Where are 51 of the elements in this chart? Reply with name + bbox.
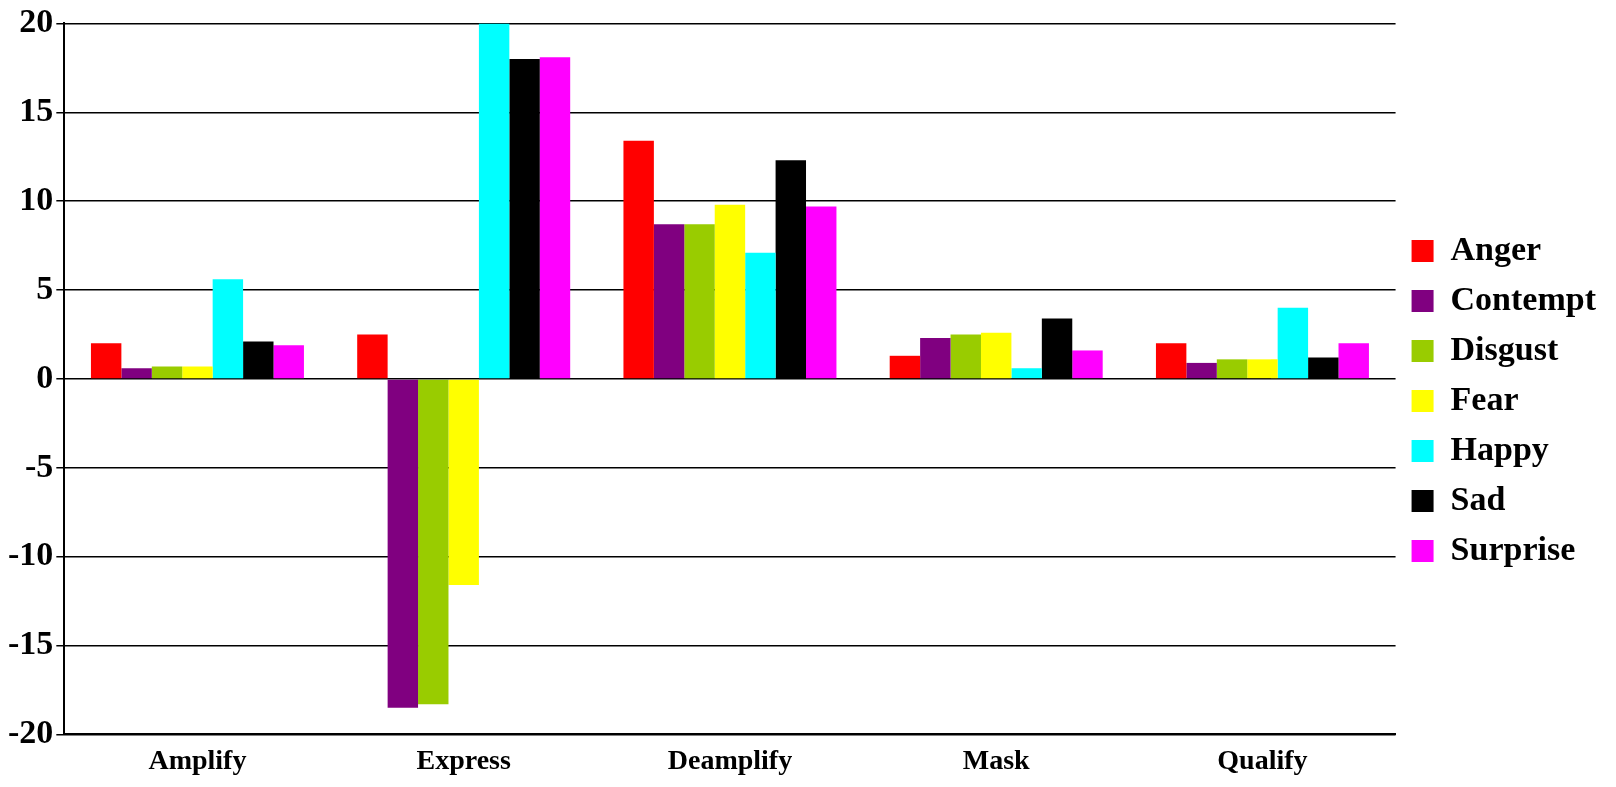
x-tick-label: Mask bbox=[962, 744, 1031, 776]
x-tick-label: Express bbox=[416, 744, 511, 776]
legend-label: Happy bbox=[1450, 429, 1549, 467]
bar bbox=[121, 368, 152, 379]
bar bbox=[90, 343, 122, 379]
bar bbox=[745, 252, 776, 379]
y-tick-label: -10 bbox=[7, 535, 54, 573]
x-tick-label: Qualify bbox=[1217, 744, 1308, 776]
bar bbox=[1011, 368, 1042, 379]
bar bbox=[714, 204, 746, 379]
bar bbox=[151, 366, 183, 379]
legend-label: Fear bbox=[1450, 379, 1519, 417]
y-tick-label: 20 bbox=[19, 2, 54, 40]
bar bbox=[806, 206, 837, 379]
y-tick-label: -5 bbox=[24, 446, 54, 484]
bar bbox=[653, 224, 685, 379]
bar bbox=[980, 332, 1012, 379]
bar bbox=[448, 379, 479, 586]
bar bbox=[182, 366, 213, 379]
bar bbox=[1338, 343, 1369, 379]
bar bbox=[357, 334, 388, 379]
y-tick-label: -15 bbox=[7, 624, 54, 662]
bar bbox=[387, 379, 419, 708]
bar bbox=[623, 140, 654, 379]
bar bbox=[1186, 362, 1217, 379]
bar bbox=[273, 345, 304, 379]
y-tick-label: 15 bbox=[19, 91, 54, 129]
legend-label: Contempt bbox=[1450, 279, 1597, 317]
bar bbox=[418, 379, 449, 705]
bar bbox=[920, 338, 951, 379]
bar bbox=[1216, 359, 1248, 379]
x-tick-label: Deamplify bbox=[667, 744, 793, 776]
y-tick-label: -20 bbox=[7, 713, 54, 751]
y-tick-label: 5 bbox=[36, 268, 54, 306]
bar bbox=[478, 23, 510, 379]
bar bbox=[950, 334, 981, 379]
y-tick-label: 10 bbox=[19, 179, 54, 217]
bar bbox=[1277, 307, 1309, 379]
legend-label: Sad bbox=[1450, 479, 1506, 517]
legend-label: Disgust bbox=[1450, 329, 1559, 367]
bar bbox=[539, 57, 571, 379]
x-tick-label: Amplify bbox=[148, 744, 247, 776]
legend-label: Surprise bbox=[1450, 529, 1576, 567]
y-tick-label: 0 bbox=[36, 357, 54, 395]
bar bbox=[212, 279, 244, 379]
bar bbox=[1155, 343, 1187, 379]
bar bbox=[1072, 350, 1103, 379]
bar bbox=[889, 355, 921, 379]
legend-label: Anger bbox=[1450, 229, 1542, 267]
bar bbox=[1247, 359, 1278, 379]
bar bbox=[684, 224, 715, 379]
